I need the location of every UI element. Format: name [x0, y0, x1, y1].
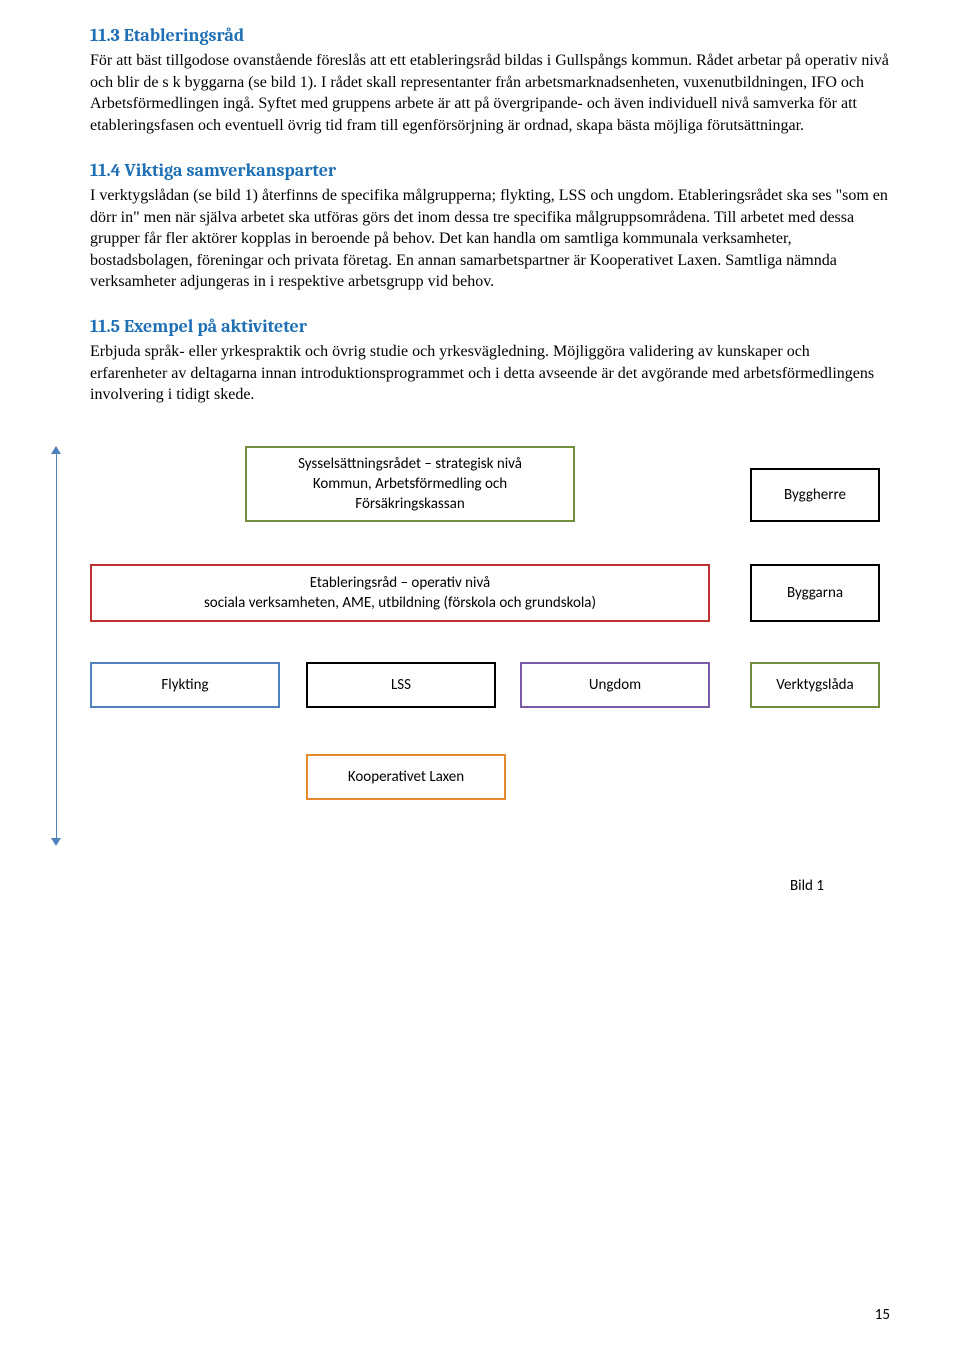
box-line: Verktygslåda [776, 675, 853, 695]
heading-11-5: 11.5 Exempel på aktiviteter [90, 315, 890, 339]
body-11-5: Erbjuda språk- eller yrkespraktik och öv… [90, 341, 890, 406]
body-11-3: För att bäst tillgodose ovanstående före… [90, 50, 890, 136]
box-verktygslada: Verktygslåda [750, 662, 880, 708]
box-line: Flykting [161, 675, 208, 695]
box-kooperativet-laxen: Kooperativet Laxen [306, 754, 506, 800]
arrow-head-up-icon [51, 446, 61, 454]
arrow-head-down-icon [51, 838, 61, 846]
vertical-arrow-line [56, 452, 57, 840]
box-line: Ungdom [589, 675, 641, 695]
box-line: Sysselsättningsrådet – strategisk nivå [298, 454, 522, 474]
box-line: LSS [391, 675, 411, 695]
box-line: Kooperativet Laxen [348, 767, 464, 787]
body-11-4: I verktygslådan (se bild 1) återfinns de… [90, 185, 890, 293]
box-lss: LSS [306, 662, 496, 708]
diagram-caption: Bild 1 [790, 876, 824, 896]
box-line: sociala verksamheten, AME, utbildning (f… [204, 593, 596, 613]
box-strategic: Sysselsättningsrådet – strategisk nivåKo… [245, 446, 575, 522]
box-byggarna: Byggarna [750, 564, 880, 622]
box-byggherre: Byggherre [750, 468, 880, 522]
box-ungdom: Ungdom [520, 662, 710, 708]
box-line: Byggherre [784, 485, 846, 505]
diagram-bild-1: Sysselsättningsrådet – strategisk nivåKo… [90, 446, 890, 906]
box-line: Försäkringskassan [355, 494, 464, 514]
box-operative: Etableringsråd – operativ nivåsociala ve… [90, 564, 710, 622]
heading-11-3: 11.3 Etableringsråd [90, 24, 890, 48]
box-line: Kommun, Arbetsförmedling och [313, 474, 507, 494]
heading-11-4: 11.4 Viktiga samverkansparter [90, 159, 890, 183]
box-flykting: Flykting [90, 662, 280, 708]
box-line: Byggarna [787, 583, 843, 603]
box-line: Etableringsråd – operativ nivå [310, 573, 491, 593]
page-number: 15 [875, 1305, 890, 1325]
